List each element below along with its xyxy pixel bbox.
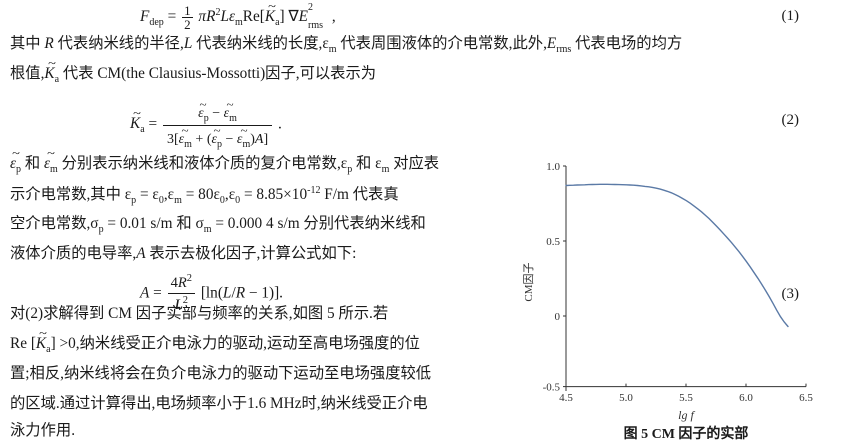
svg-text:0.5: 0.5 <box>546 236 560 248</box>
svg-text:-0.5: -0.5 <box>543 382 561 394</box>
svg-text:CM因子: CM因子 <box>522 262 535 301</box>
svg-text:0: 0 <box>555 311 561 323</box>
svg-text:lg f: lg f <box>678 408 695 422</box>
svg-text:4.5: 4.5 <box>559 392 573 404</box>
svg-text:1.0: 1.0 <box>546 161 560 173</box>
svg-text:图 5 CM 因子的实部: 图 5 CM 因子的实部 <box>624 425 749 442</box>
svg-text:5.5: 5.5 <box>679 392 693 404</box>
svg-text:5.0: 5.0 <box>619 392 633 404</box>
svg-text:6.5: 6.5 <box>799 392 813 404</box>
svg-text:6.0: 6.0 <box>739 392 753 404</box>
